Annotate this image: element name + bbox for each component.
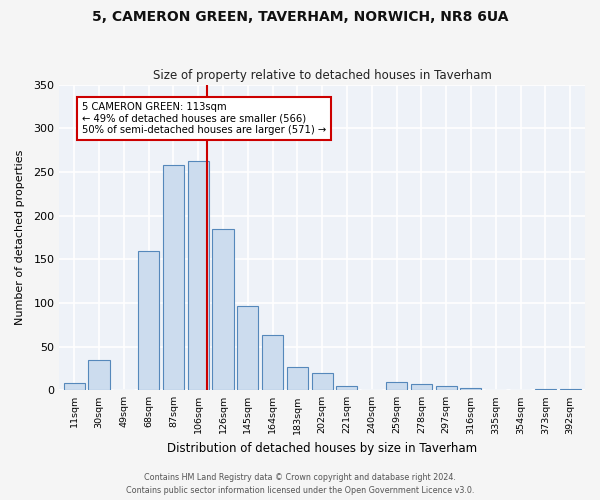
Bar (287, 366, 308, 390)
Bar (460, 388, 481, 390)
Bar (212, 228, 233, 390)
Bar (386, 382, 407, 390)
Bar (237, 306, 259, 390)
Bar (411, 384, 432, 390)
Text: 5, CAMERON GREEN, TAVERHAM, NORWICH, NR8 6UA: 5, CAMERON GREEN, TAVERHAM, NORWICH, NR8… (92, 10, 508, 24)
Bar (262, 336, 283, 390)
Y-axis label: Number of detached properties: Number of detached properties (15, 150, 25, 325)
Bar (535, 388, 556, 390)
Bar (337, 386, 358, 390)
Bar (188, 160, 209, 390)
Bar (436, 386, 457, 390)
Bar (64, 384, 85, 390)
Bar (138, 250, 159, 390)
Text: Contains HM Land Registry data © Crown copyright and database right 2024.
Contai: Contains HM Land Registry data © Crown c… (126, 474, 474, 495)
Bar (88, 360, 110, 390)
Bar (311, 373, 332, 390)
Title: Size of property relative to detached houses in Taverham: Size of property relative to detached ho… (153, 69, 491, 82)
X-axis label: Distribution of detached houses by size in Taverham: Distribution of detached houses by size … (167, 442, 477, 455)
Bar (163, 165, 184, 390)
Text: 5 CAMERON GREEN: 113sqm
← 49% of detached houses are smaller (566)
50% of semi-d: 5 CAMERON GREEN: 113sqm ← 49% of detache… (82, 102, 326, 135)
